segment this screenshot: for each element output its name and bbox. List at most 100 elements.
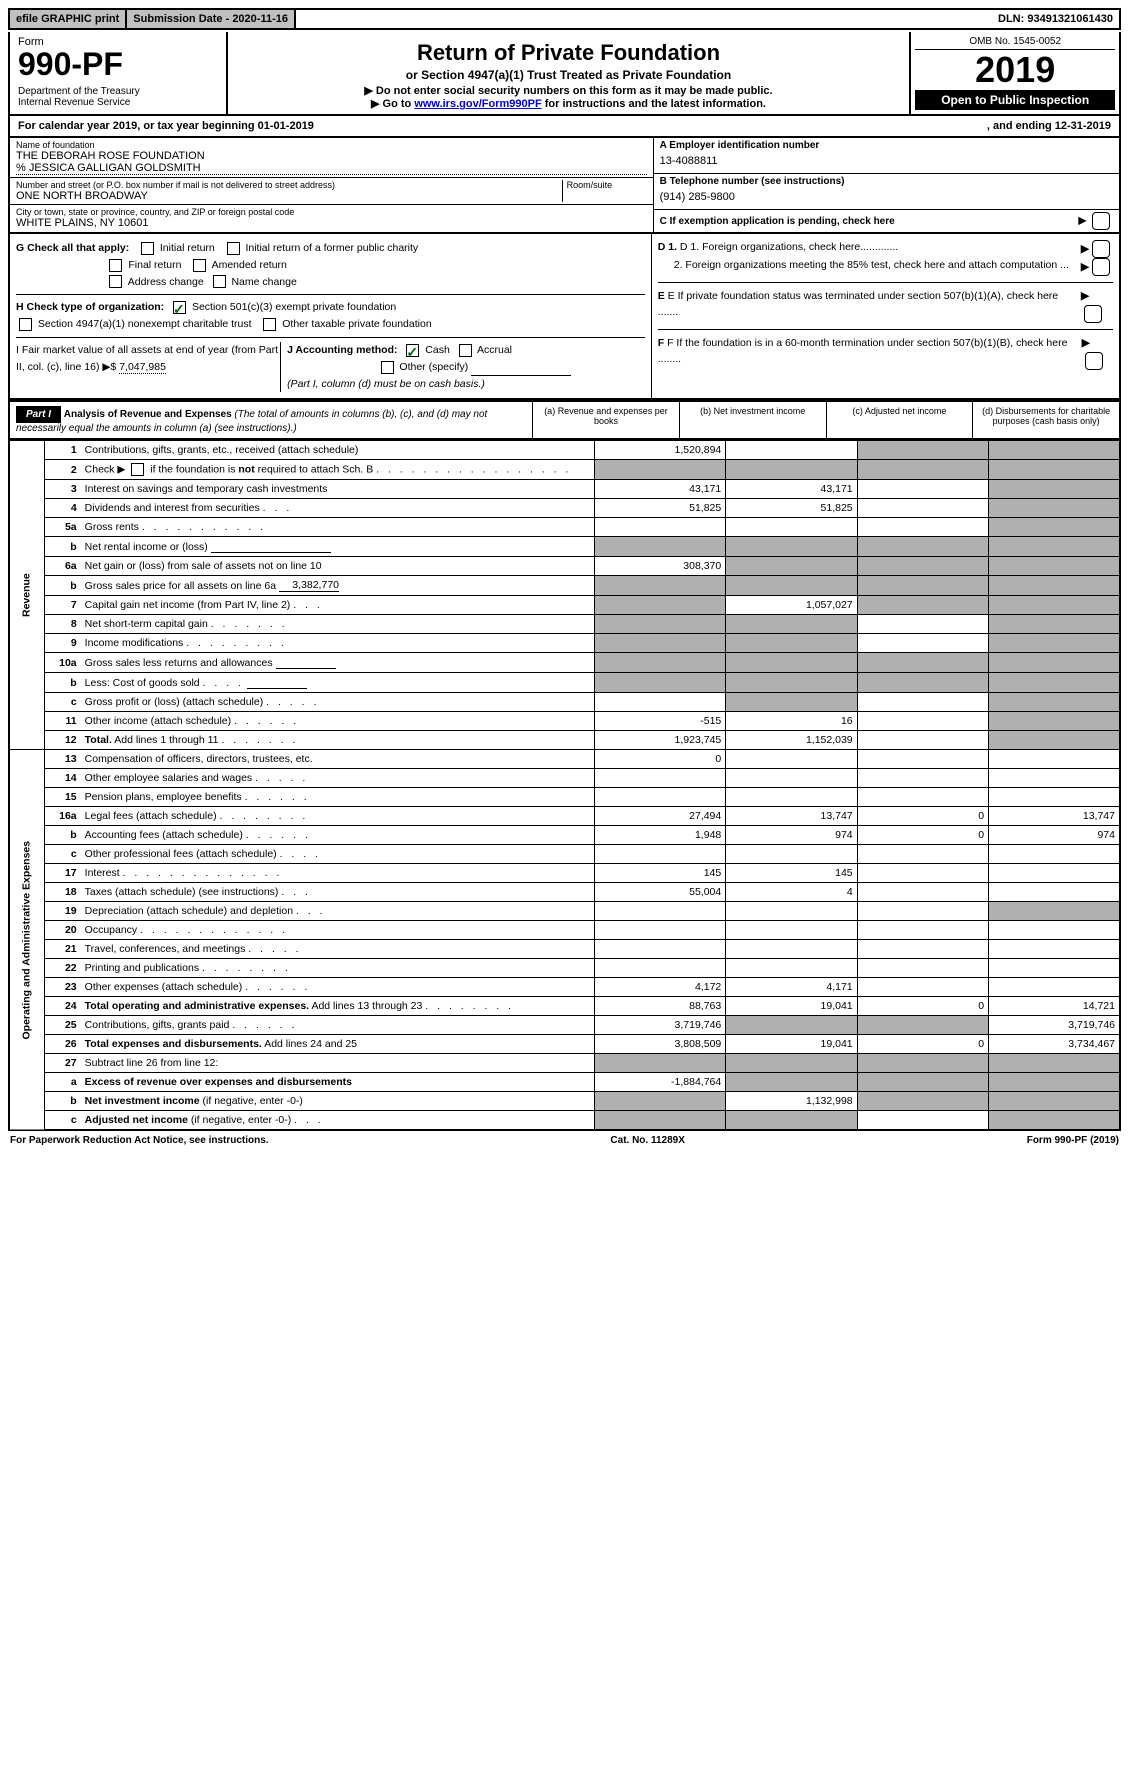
instr-2: ▶ Go to www.irs.gov/Form990PF for instru… — [236, 97, 902, 110]
h1-cb[interactable] — [173, 301, 186, 314]
irs-label: Internal Revenue Service — [18, 97, 218, 108]
submission-date: Submission Date - 2020-11-16 — [127, 10, 296, 28]
city-state-zip: WHITE PLAINS, NY 10601 — [16, 217, 647, 229]
table-row: 10aGross sales less returns and allowanc… — [9, 653, 1120, 673]
instr-1: ▶ Do not enter social security numbers o… — [236, 84, 902, 97]
care-of: % JESSICA GALLIGAN GOLDSMITH — [16, 162, 647, 175]
e-cb[interactable] — [1084, 305, 1102, 323]
form-link[interactable]: www.irs.gov/Form990PF — [414, 98, 541, 110]
footer: For Paperwork Reduction Act Notice, see … — [8, 1131, 1121, 1150]
table-row: Revenue1Contributions, gifts, grants, et… — [9, 441, 1120, 460]
table-row: bGross sales price for all assets on lin… — [9, 576, 1120, 596]
f-cb[interactable] — [1085, 352, 1103, 370]
g3-cb[interactable] — [109, 259, 122, 272]
form-number-block: Form 990-PF Department of the Treasury I… — [10, 32, 228, 114]
year-block: OMB No. 1545-0052 2019 Open to Public In… — [911, 32, 1119, 114]
table-row: 9Income modifications . . . . . . . . . — [9, 634, 1120, 653]
table-row: 18Taxes (attach schedule) (see instructi… — [9, 883, 1120, 902]
d2-cb[interactable] — [1092, 258, 1110, 276]
col-a-header: (a) Revenue and expenses per books — [532, 402, 679, 438]
table-row: 22Printing and publications . . . . . . … — [9, 959, 1120, 978]
c-label: C If exemption application is pending, c… — [660, 216, 895, 227]
street-address: ONE NORTH BROADWAY — [16, 190, 562, 202]
table-row: 15Pension plans, employee benefits . . .… — [9, 788, 1120, 807]
e-label: E If private foundation status was termi… — [658, 290, 1058, 318]
h2-cb[interactable] — [19, 318, 32, 331]
header: Form 990-PF Department of the Treasury I… — [8, 32, 1121, 116]
top-bar: efile GRAPHIC print Submission Date - 20… — [8, 8, 1121, 30]
open-public: Open to Public Inspection — [915, 90, 1115, 110]
g4-cb[interactable] — [193, 259, 206, 272]
room-label: Room/suite — [567, 180, 647, 190]
table-row: 16aLegal fees (attach schedule) . . . . … — [9, 807, 1120, 826]
table-row: 12Total. Add lines 1 through 11 . . . . … — [9, 731, 1120, 750]
g2-cb[interactable] — [227, 242, 240, 255]
col-b-header: (b) Net investment income — [679, 402, 826, 438]
title-block: Return of Private Foundation or Section … — [228, 32, 912, 114]
omb-number: OMB No. 1545-0052 — [915, 36, 1115, 50]
h-label: H Check type of organization: — [16, 301, 164, 313]
table-row: 6aNet gain or (loss) from sale of assets… — [9, 557, 1120, 576]
j-label: J Accounting method: — [287, 344, 397, 356]
col-c-header: (c) Adjusted net income — [826, 402, 973, 438]
g1-cb[interactable] — [141, 242, 154, 255]
table-row: 20Occupancy . . . . . . . . . . . . . — [9, 921, 1120, 940]
check-section: G Check all that apply: Initial return I… — [8, 234, 1121, 400]
table-row: 14Other employee salaries and wages . . … — [9, 769, 1120, 788]
table-row: 24Total operating and administrative exp… — [9, 997, 1120, 1016]
table-row: 25Contributions, gifts, grants paid . . … — [9, 1016, 1120, 1035]
cat-no: Cat. No. 11289X — [610, 1135, 684, 1146]
table-row: cOther professional fees (attach schedul… — [9, 845, 1120, 864]
g6-cb[interactable] — [213, 275, 226, 288]
c-checkbox[interactable] — [1092, 212, 1110, 230]
table-row: aExcess of revenue over expenses and dis… — [9, 1073, 1120, 1092]
table-row: bAccounting fees (attach schedule) . . .… — [9, 826, 1120, 845]
col-d-header: (d) Disbursements for charitable purpose… — [972, 402, 1119, 438]
table-row: bLess: Cost of goods sold . . . . — [9, 673, 1120, 693]
info-grid: Name of foundation THE DEBORAH ROSE FOUN… — [8, 138, 1121, 234]
foundation-name: THE DEBORAH ROSE FOUNDATION — [16, 150, 647, 162]
efile-btn[interactable]: efile GRAPHIC print — [10, 10, 127, 28]
form-subtitle: or Section 4947(a)(1) Trust Treated as P… — [236, 68, 902, 82]
revenue-label: Revenue — [9, 441, 45, 750]
part-i-title: Analysis of Revenue and Expenses — [64, 409, 232, 420]
d2-label: 2. Foreign organizations meeting the 85%… — [674, 258, 1069, 276]
form-ref: Form 990-PF (2019) — [1027, 1135, 1119, 1146]
expenses-label: Operating and Administrative Expenses — [9, 750, 45, 1131]
f-label: F If the foundation is in a 60-month ter… — [658, 337, 1068, 365]
telephone: (914) 285-9800 — [660, 187, 1113, 207]
table-row: 4Dividends and interest from securities … — [9, 499, 1120, 518]
ein-label: A Employer identification number — [660, 140, 1113, 151]
table-row: 27Subtract line 26 from line 12: — [9, 1054, 1120, 1073]
i-value: 7,047,985 — [119, 361, 166, 374]
j2-cb[interactable] — [459, 344, 472, 357]
tax-year: 2019 — [915, 50, 1115, 90]
table-row: 7Capital gain net income (from Part IV, … — [9, 596, 1120, 615]
cal-year-end: , and ending 12-31-2019 — [987, 120, 1111, 132]
cal-year-begin: For calendar year 2019, or tax year begi… — [18, 120, 314, 132]
table-row: 19Depreciation (attach schedule) and dep… — [9, 902, 1120, 921]
table-row: 26Total expenses and disbursements. Add … — [9, 1035, 1120, 1054]
table-row: 8Net short-term capital gain . . . . . .… — [9, 615, 1120, 634]
revenue-table: Revenue1Contributions, gifts, grants, et… — [8, 440, 1121, 1131]
d1-cb[interactable] — [1092, 240, 1110, 258]
table-row: 11Other income (attach schedule) . . . .… — [9, 712, 1120, 731]
g5-cb[interactable] — [109, 275, 122, 288]
j1-cb[interactable] — [406, 344, 419, 357]
table-row: 2Check ▶ if the foundation is not requir… — [9, 460, 1120, 480]
table-row: bNet rental income or (loss) — [9, 537, 1120, 557]
h3-cb[interactable] — [263, 318, 276, 331]
table-row: bNet investment income (if negative, ent… — [9, 1092, 1120, 1111]
form-number: 990-PF — [18, 48, 218, 80]
form-title: Return of Private Foundation — [236, 40, 902, 66]
j3-cb[interactable] — [381, 361, 394, 374]
name-label: Name of foundation — [16, 140, 647, 150]
j-note: (Part I, column (d) must be on cash basi… — [287, 378, 485, 390]
city-label: City or town, state or province, country… — [16, 207, 647, 217]
table-row: 17Interest . . . . . . . . . . . . . .14… — [9, 864, 1120, 883]
table-row: Operating and Administrative Expenses13C… — [9, 750, 1120, 769]
tel-label: B Telephone number (see instructions) — [660, 176, 1113, 187]
ein: 13-4088811 — [660, 151, 1113, 171]
table-row: 5aGross rents . . . . . . . . . . . — [9, 518, 1120, 537]
calendar-year-row: For calendar year 2019, or tax year begi… — [8, 116, 1121, 138]
